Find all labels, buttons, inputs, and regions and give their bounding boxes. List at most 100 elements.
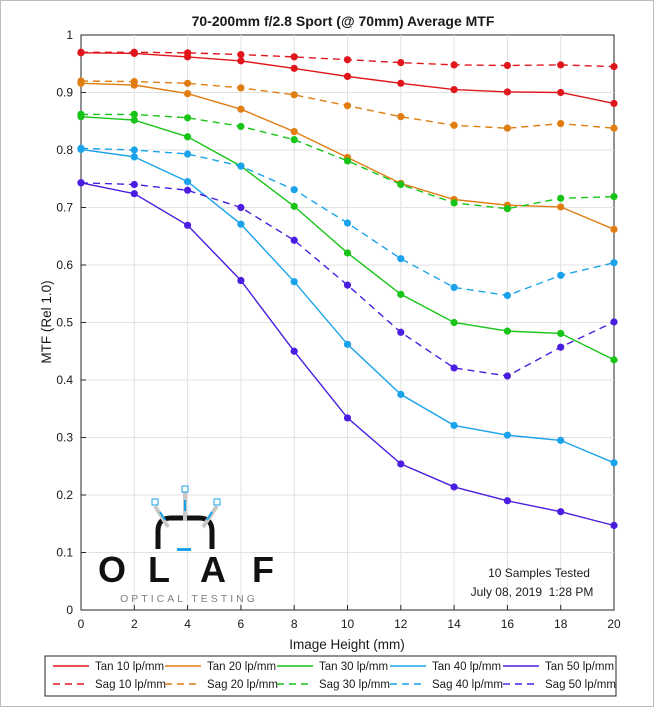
- series-line: [80, 182, 615, 377]
- data-point: [397, 180, 405, 189]
- data-point: [343, 72, 352, 80]
- x-tick-label: 10: [341, 617, 355, 631]
- x-tick-label: 0: [78, 617, 85, 631]
- series-sag-50-lp-mm: [77, 179, 618, 380]
- data-point: [450, 121, 458, 129]
- logo-letter-l: L: [148, 549, 170, 590]
- data-point: [503, 124, 511, 132]
- logo-letter-a: A: [200, 549, 226, 590]
- data-point: [130, 116, 138, 124]
- data-point: [184, 150, 192, 158]
- data-point: [397, 79, 405, 87]
- data-point: [184, 221, 192, 229]
- data-point: [343, 157, 352, 165]
- data-point: [184, 90, 192, 98]
- data-point: [130, 110, 138, 118]
- logo-letter-o: O: [98, 549, 126, 590]
- x-tick-label: 4: [184, 617, 191, 631]
- legend-item: Tan 40 lp/mm: [390, 661, 501, 673]
- data-point: [77, 179, 85, 187]
- data-point: [610, 259, 618, 267]
- x-tick-label: 8: [291, 617, 298, 631]
- legend-item: Sag 30 lp/mm: [277, 679, 390, 691]
- data-point: [503, 88, 511, 96]
- data-point: [343, 102, 352, 110]
- y-tick-label: 0.4: [56, 373, 73, 387]
- legend-item: Tan 10 lp/mm: [53, 661, 164, 673]
- legend-label: Tan 40 lp/mm: [432, 661, 501, 673]
- data-point: [130, 48, 138, 56]
- data-point: [610, 99, 618, 108]
- y-tick-label: 0.9: [56, 86, 73, 100]
- series-line: [81, 113, 615, 210]
- olaf-logo: O L A F OPTICAL TESTING: [98, 485, 274, 605]
- data-point: [610, 192, 618, 201]
- data-point: [77, 110, 85, 118]
- x-tick-label: 20: [607, 617, 621, 631]
- data-point: [503, 61, 511, 70]
- data-point: [290, 278, 298, 286]
- legend-label: Sag 50 lp/mm: [545, 679, 616, 691]
- data-point: [397, 59, 405, 67]
- legend-label: Sag 40 lp/mm: [432, 679, 503, 691]
- date-annotation: July 08, 2019 1:28 PM: [471, 585, 594, 599]
- y-tick-label: 0.1: [56, 546, 73, 560]
- data-point: [450, 61, 458, 69]
- data-point: [503, 431, 511, 439]
- data-point: [290, 91, 298, 99]
- data-point: [130, 153, 138, 161]
- x-axis-label: Image Height (mm): [289, 637, 405, 652]
- data-point: [343, 414, 352, 422]
- data-point: [290, 236, 298, 244]
- legend-item: Sag 50 lp/mm: [503, 679, 616, 691]
- legend-item: Tan 30 lp/mm: [277, 661, 388, 673]
- data-point: [184, 79, 192, 87]
- y-tick-label: 0.2: [56, 488, 73, 502]
- data-point: [557, 194, 565, 202]
- data-point: [290, 202, 298, 210]
- y-tick-label: 0.5: [56, 316, 73, 330]
- data-point: [343, 56, 352, 64]
- data-point: [343, 281, 352, 289]
- data-point: [343, 340, 352, 348]
- data-point: [503, 291, 511, 300]
- data-point: [503, 372, 511, 380]
- data-point: [237, 57, 245, 65]
- data-point: [557, 271, 565, 279]
- legend-label: Tan 10 lp/mm: [95, 661, 164, 673]
- data-point: [237, 105, 245, 113]
- data-point: [557, 203, 565, 211]
- data-point: [184, 49, 192, 57]
- data-point: [237, 122, 245, 131]
- legend-item: Sag 40 lp/mm: [390, 679, 503, 691]
- data-point: [610, 318, 618, 326]
- series-sag-10-lp-mm: [77, 48, 618, 71]
- y-tick-label: 0.7: [56, 201, 73, 215]
- x-tick-label: 18: [554, 617, 568, 631]
- legend: Tan 10 lp/mm Tan 20 lp/mm Tan 30 lp/mm Tan …: [53, 661, 616, 691]
- data-point: [450, 199, 458, 207]
- data-point: [557, 119, 565, 128]
- data-point: [557, 88, 565, 97]
- data-point: [450, 318, 458, 327]
- data-point: [290, 53, 298, 61]
- data-point: [237, 162, 245, 170]
- legend-item: Tan 50 lp/mm: [503, 661, 614, 673]
- series-layer: [77, 48, 618, 530]
- data-point: [290, 347, 298, 355]
- chart-title: 70-200mm f/2.8 Sport (@ 70mm) Average MT…: [192, 13, 495, 29]
- data-point: [397, 113, 405, 121]
- olaf-lens-icon: [151, 485, 221, 551]
- data-point: [397, 290, 405, 298]
- data-point: [184, 114, 192, 122]
- data-point: [130, 180, 138, 189]
- data-point: [557, 61, 565, 69]
- legend-label: Sag 10 lp/mm: [95, 679, 166, 691]
- data-point: [184, 133, 192, 141]
- series-sag-30-lp-mm: [77, 110, 618, 213]
- data-point: [130, 146, 138, 154]
- data-point: [503, 327, 511, 335]
- data-point: [184, 186, 192, 194]
- x-tick-label: 2: [131, 617, 138, 631]
